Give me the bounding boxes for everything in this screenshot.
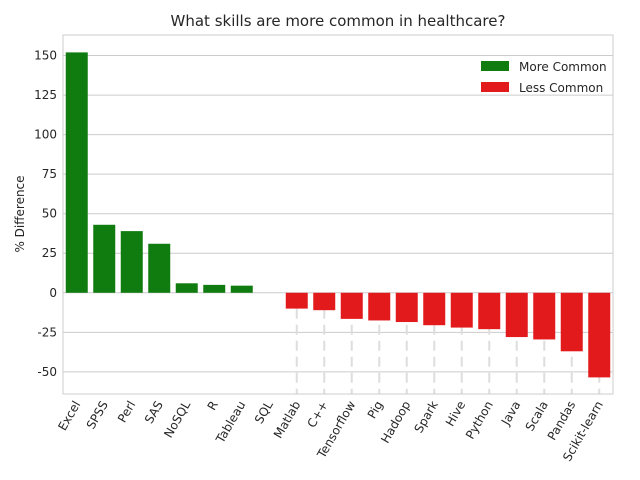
y-tick-label: 125 (34, 88, 57, 102)
legend-swatch (481, 82, 509, 92)
y-tick-label: -25 (37, 325, 57, 339)
bar-sas (148, 243, 171, 293)
bar-spark (423, 292, 446, 326)
bar-tableau (230, 285, 253, 293)
bar-pig (368, 292, 391, 321)
bar-hive (450, 292, 473, 328)
bar-spss (93, 224, 116, 293)
bar-perl (120, 231, 143, 293)
y-tick-label: 150 (34, 49, 57, 63)
bar-scala (533, 292, 556, 340)
bar-pandas (560, 292, 583, 352)
bar-r (203, 284, 226, 293)
y-tick-label: 0 (49, 286, 57, 300)
bars (65, 52, 611, 378)
y-axis-label: % Difference (13, 175, 27, 252)
legend-swatch (481, 61, 509, 71)
y-tick-label: 75 (42, 167, 57, 181)
bar-excel (65, 52, 88, 293)
bar-tensorflow (340, 292, 363, 319)
legend: More Common Less Common (481, 60, 607, 95)
chart-title: What skills are more common in healthcar… (171, 12, 506, 30)
bar-scikit-learn (588, 292, 611, 378)
legend-label: More Common (519, 60, 607, 74)
y-tick-label: 50 (42, 207, 57, 221)
legend-label: Less Common (519, 81, 603, 95)
bar-matlab (285, 292, 308, 309)
plot-frame (62, 34, 614, 395)
bar-java (505, 292, 528, 338)
bar-hadoop (395, 292, 418, 323)
bar-nosql (175, 283, 198, 293)
bar-c- (313, 292, 336, 311)
y-tick-labels: -50 -25 0 25 50 75 100 125 150 (34, 49, 57, 379)
y-tick-label: 25 (42, 246, 57, 260)
y-tick-label: -50 (37, 365, 57, 379)
bar-python (478, 292, 501, 330)
y-tick-label: 100 (34, 128, 57, 142)
